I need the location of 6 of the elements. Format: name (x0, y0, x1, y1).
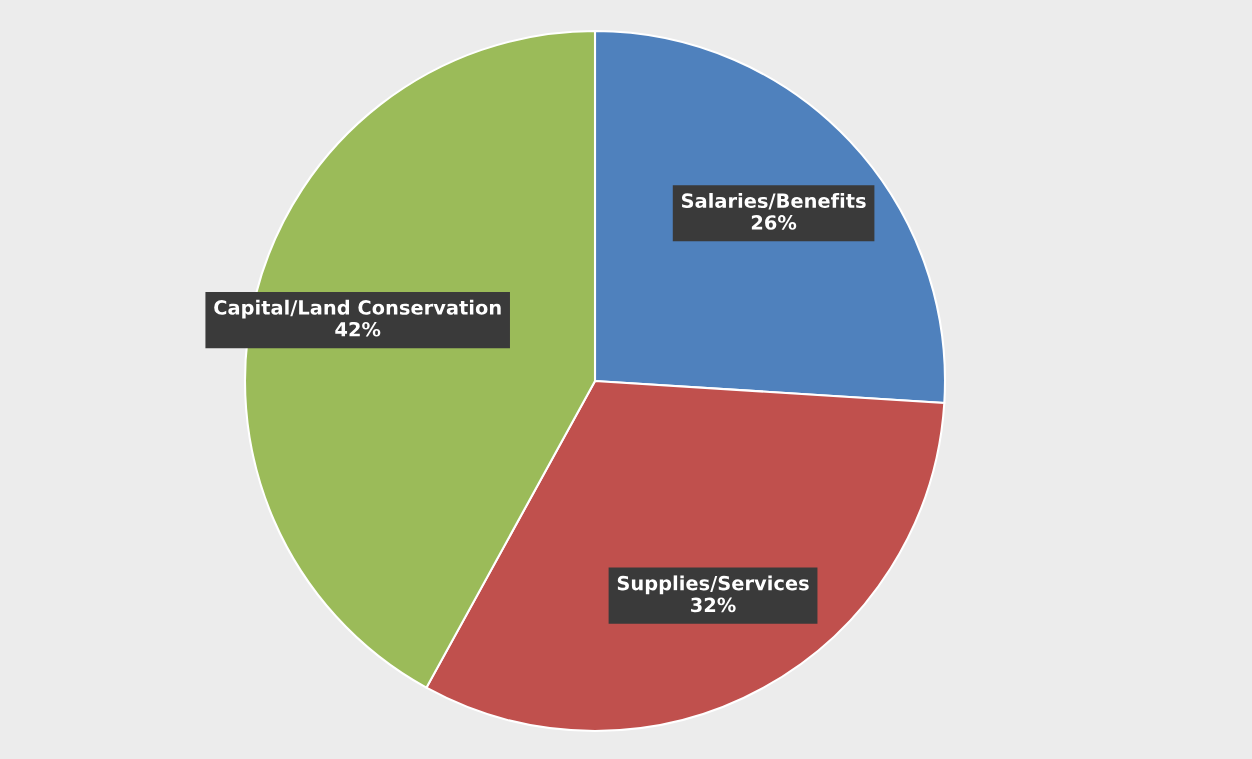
data-label: 32% (691, 597, 736, 613)
slice-label: Salaries/Benefits (681, 192, 866, 210)
slice-label: Supplies/Services (617, 575, 809, 595)
data-label: 42% (335, 321, 381, 337)
slice-label: Capital/Land Conservation (214, 299, 501, 319)
data-label: 26% (751, 215, 797, 230)
